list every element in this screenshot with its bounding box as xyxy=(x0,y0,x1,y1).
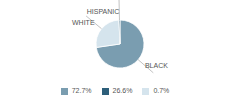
svg-text:HISPANIC: HISPANIC xyxy=(87,8,120,15)
html-text:0.7%: 0.7% xyxy=(153,87,170,94)
html-text:72.7%: 72.7% xyxy=(71,87,92,94)
svg-text:BLACK: BLACK xyxy=(145,62,168,69)
svg-text:WHITE: WHITE xyxy=(72,19,95,26)
html-text:26.6%: 26.6% xyxy=(112,87,133,94)
